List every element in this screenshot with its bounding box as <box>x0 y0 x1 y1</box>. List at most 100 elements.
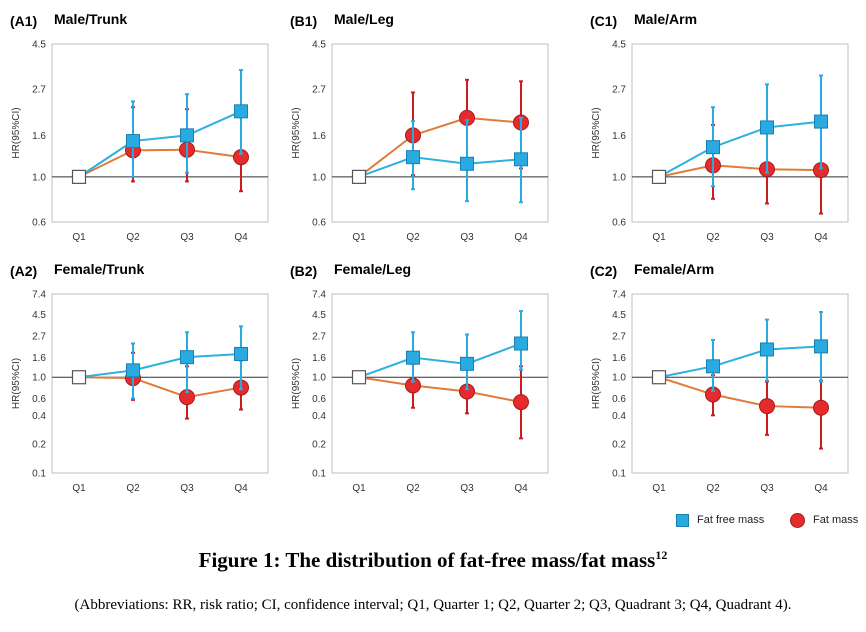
data-point-fat-free <box>180 128 194 143</box>
panel-id: (B1) <box>290 13 317 29</box>
data-point-fat-free <box>460 156 474 171</box>
series-line <box>658 345 822 379</box>
x-tick-label: Q3 <box>760 232 774 243</box>
y-tick-label: 1.0 <box>32 172 46 183</box>
y-tick-label: 0.6 <box>312 218 326 229</box>
x-tick-label: Q4 <box>814 232 828 243</box>
series-line <box>658 164 822 178</box>
data-point-fat-free <box>706 140 720 155</box>
y-tick-label: 1.6 <box>312 131 326 142</box>
y-tick-label: 1.0 <box>312 172 326 183</box>
y-axis-label: HR(95%CI) <box>591 358 602 409</box>
x-tick-label: Q3 <box>460 232 474 243</box>
y-tick-label: 0.4 <box>612 411 626 422</box>
x-tick-label: Q1 <box>352 232 366 243</box>
y-tick-label: 0.1 <box>612 469 626 480</box>
series-line <box>358 342 522 379</box>
data-point-fat <box>813 399 829 416</box>
series-line <box>78 352 242 379</box>
series-line <box>78 376 242 399</box>
data-point-fat-free <box>234 104 248 119</box>
panel-male-trunk: 0.6 1.0 1.6 2.7 4.5 Q1 Q2 Q3 Q4 HR(95%CI) (A1) Male… <box>10 11 269 243</box>
y-tick-label: 1.0 <box>612 172 626 183</box>
y-tick-label: 0.2 <box>312 440 326 451</box>
y-tick-label: 2.7 <box>312 85 326 96</box>
x-tick-label: Q3 <box>180 483 194 494</box>
series-fat-free-mass <box>78 325 248 400</box>
x-tick-label: Q2 <box>406 232 420 243</box>
y-tick-label: 4.5 <box>32 40 46 51</box>
y-tick-label: 2.7 <box>32 85 46 96</box>
y-tick-label: 1.6 <box>612 353 626 364</box>
y-tick-label: 0.6 <box>32 394 46 405</box>
series-line <box>358 116 522 178</box>
y-axis-label: HR(95%CI) <box>291 107 302 158</box>
x-tick-label: Q3 <box>760 483 774 494</box>
y-tick-label: 1.6 <box>32 353 46 364</box>
y-tick-label: 0.4 <box>32 411 46 422</box>
x-tick-label: Q3 <box>180 232 194 243</box>
y-tick-label: 4.5 <box>612 310 626 321</box>
series-fat-free-mass <box>358 116 528 204</box>
plot-frame <box>51 293 269 474</box>
series-fat-mass <box>658 123 829 215</box>
series-line <box>658 376 822 409</box>
x-tick-label: Q2 <box>126 232 140 243</box>
series-fat-free-mass <box>358 310 528 391</box>
panel-id: (C1) <box>590 13 617 29</box>
data-point-fat-free <box>460 356 474 371</box>
reference-point-q1 <box>71 370 87 385</box>
legend-fat: Fat mass <box>790 510 858 530</box>
panel-title: Female/Trunk <box>54 261 144 277</box>
panel-male-leg: 0.6 1.0 1.6 2.7 4.5 Q1 Q2 Q3 Q4 HR(95%CI) (B1) Male… <box>290 11 549 243</box>
legend-fat-free: Fat free mass <box>676 510 764 530</box>
y-tick-label: 0.6 <box>312 394 326 405</box>
plot-frame <box>631 43 849 223</box>
figure-title-text: Figure 1: The distribution of fat-free m… <box>198 548 656 572</box>
x-tick-label: Q1 <box>72 483 86 494</box>
y-axis-label: HR(95%CI) <box>11 358 22 409</box>
y-tick-label: 1.0 <box>612 373 626 384</box>
y-tick-label: 0.1 <box>312 469 326 480</box>
y-tick-label: 1.0 <box>312 373 326 384</box>
panel-title: Female/Arm <box>634 261 714 277</box>
panel-title: Male/Arm <box>634 11 697 27</box>
x-tick-label: Q4 <box>814 483 828 494</box>
data-point-fat-free <box>760 342 774 357</box>
series-line <box>78 110 242 178</box>
y-tick-label: 0.2 <box>32 440 46 451</box>
x-tick-label: Q1 <box>72 232 86 243</box>
figure-title: Figure 1: The distribution of fat-free m… <box>0 548 866 573</box>
reference-point-q1 <box>351 169 367 184</box>
series-fat-free-mass <box>658 74 828 188</box>
data-point-fat-free <box>514 336 528 351</box>
x-tick-label: Q4 <box>234 483 248 494</box>
x-tick-label: Q2 <box>406 483 420 494</box>
y-axis-label: HR(95%CI) <box>11 107 22 158</box>
data-point-fat <box>759 398 775 415</box>
y-tick-label: 2.7 <box>612 331 626 342</box>
series-fat-mass <box>358 78 529 178</box>
reference-point-q1 <box>351 370 367 385</box>
reference-point-q1 <box>651 370 667 385</box>
y-tick-label: 4.5 <box>312 310 326 321</box>
y-tick-label: 4.5 <box>312 40 326 51</box>
y-tick-label: 0.4 <box>312 411 326 422</box>
series-line <box>358 156 522 178</box>
y-tick-label: 1.6 <box>32 131 46 142</box>
plot-frame <box>331 293 549 474</box>
x-tick-label: Q2 <box>706 232 720 243</box>
y-tick-label: 7.4 <box>312 290 326 301</box>
data-point-fat-free <box>180 350 194 365</box>
x-tick-label: Q4 <box>514 483 528 494</box>
data-point-fat-free <box>760 120 774 135</box>
y-tick-label: 1.0 <box>32 373 46 384</box>
y-tick-label: 0.6 <box>612 394 626 405</box>
series-line <box>358 376 522 404</box>
series-fat-mass <box>658 374 829 450</box>
series-fat-free-mass <box>658 311 828 392</box>
x-tick-label: Q2 <box>706 483 720 494</box>
legend-fat-label: Fat mass <box>813 514 859 526</box>
y-tick-label: 2.7 <box>612 85 626 96</box>
panel-title: Male/Trunk <box>54 11 127 27</box>
